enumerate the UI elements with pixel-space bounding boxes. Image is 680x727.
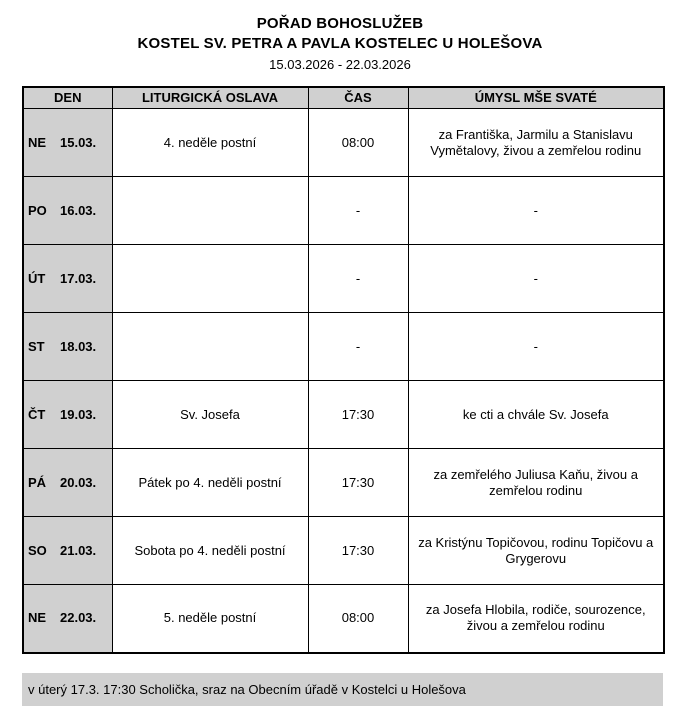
column-header-liturgicka-oslava: LITURGICKÁ OSLAVA — [111, 86, 309, 109]
page-title-line-1: POŘAD BOHOSLUŽEB — [256, 15, 424, 32]
table-row: NE 15.03. 4. neděle postní 08:00 za Frant… — [22, 108, 665, 177]
schedule-table-head: DEN LITURGICKÁ OSLAVA ČAS ÚMYSL MŠE SVAT… — [22, 86, 665, 109]
table-row: ST 18.03. - - — [22, 312, 665, 381]
cell-mass-intention: za zemřelého Juliusa Kaňu, živou a zemře… — [407, 448, 665, 517]
footer-note: v úterý 17.3. 17:30 Scholička, sraz na O… — [22, 673, 663, 706]
cell-day: NE 22.03. — [22, 584, 113, 653]
cell-mass-intention: za Kristýnu Topičovou, rodinu Topičovu a… — [407, 516, 665, 585]
cell-liturgical-celebration — [111, 176, 309, 245]
date-range: 15.03.2026 - 22.03.2026 — [269, 57, 411, 72]
cell-time: 08:00 — [307, 584, 409, 653]
day-date: 16.03. — [60, 202, 97, 218]
cell-liturgical-celebration: Pátek po 4. neděli postní — [111, 448, 309, 517]
column-header-den: DEN — [22, 86, 113, 109]
cell-mass-intention: za Františka, Jarmilu a Stanislavu Vymět… — [407, 108, 665, 177]
day-abbreviation: NE — [28, 610, 47, 626]
cell-time: 17:30 — [307, 448, 409, 517]
day-date: 22.03. — [60, 610, 97, 626]
cell-day: ÚT 17.03. — [22, 244, 113, 313]
document-heading: POŘAD BOHOSLUŽEB KOSTEL SV. PETRA A PAVL… — [0, 0, 680, 75]
cell-liturgical-celebration: 5. neděle postní — [111, 584, 309, 653]
cell-time: - — [307, 244, 409, 313]
cell-mass-intention: - — [407, 312, 665, 381]
table-row: PO 16.03. - - — [22, 176, 665, 245]
table-row: ČT 19.03. Sv. Josefa 17:30 ke cti a chvál… — [22, 380, 665, 449]
cell-time: 08:00 — [307, 108, 409, 177]
column-header-cas: ČAS — [307, 86, 409, 109]
cell-day: NE 15.03. — [22, 108, 113, 177]
cell-mass-intention: - — [407, 244, 665, 313]
cell-liturgical-celebration — [111, 244, 309, 313]
schedule-table-container: DEN LITURGICKÁ OSLAVA ČAS ÚMYSL MŠE SVAT… — [22, 86, 665, 654]
day-abbreviation: ÚT — [28, 270, 46, 286]
day-date: 15.03. — [60, 134, 97, 150]
page-title-line-2: KOSTEL SV. PETRA A PAVLA KOSTELEC U HOLE… — [137, 35, 543, 52]
table-row: PÁ 20.03. Pátek po 4. neděli postní 17:30… — [22, 448, 665, 517]
day-date: 17.03. — [60, 270, 97, 286]
cell-day: ST 18.03. — [22, 312, 113, 381]
cell-time: 17:30 — [307, 380, 409, 449]
schedule-table-body: NE 15.03. 4. neděle postní 08:00 za Frant… — [22, 108, 665, 653]
cell-time: - — [307, 176, 409, 245]
cell-day: ČT 19.03. — [22, 380, 113, 449]
cell-liturgical-celebration: 4. neděle postní — [111, 108, 309, 177]
cell-liturgical-celebration: Sobota po 4. neděli postní — [111, 516, 309, 585]
day-date: 18.03. — [60, 338, 97, 354]
cell-time: - — [307, 312, 409, 381]
day-date: 21.03. — [60, 542, 97, 558]
footer-note-text: v úterý 17.3. 17:30 Scholička, sraz na O… — [28, 681, 466, 697]
table-row: SO 21.03. Sobota po 4. neděli postní 17:3… — [22, 516, 665, 585]
table-row: ÚT 17.03. - - — [22, 244, 665, 313]
day-abbreviation: PÁ — [28, 474, 47, 490]
day-abbreviation: ČT — [28, 406, 46, 422]
cell-day: PO 16.03. — [22, 176, 113, 245]
cell-day: PÁ 20.03. — [22, 448, 113, 517]
day-abbreviation: NE — [28, 134, 47, 150]
cell-mass-intention: - — [407, 176, 665, 245]
day-date: 19.03. — [60, 406, 97, 422]
day-abbreviation: SO — [28, 542, 47, 558]
day-date: 20.03. — [60, 474, 97, 490]
cell-day: SO 21.03. — [22, 516, 113, 585]
table-row: NE 22.03. 5. neděle postní 08:00 za Josef… — [22, 584, 665, 653]
cell-liturgical-celebration: Sv. Josefa — [111, 380, 309, 449]
schedule-table: DEN LITURGICKÁ OSLAVA ČAS ÚMYSL MŠE SVAT… — [22, 86, 665, 654]
column-header-umysl-mse-svate: ÚMYSL MŠE SVATÉ — [407, 86, 665, 109]
cell-liturgical-celebration — [111, 312, 309, 381]
cell-time: 17:30 — [307, 516, 409, 585]
cell-mass-intention: za Josefa Hlobila, rodiče, sourozence, ž… — [407, 584, 665, 653]
cell-mass-intention: ke cti a chvále Sv. Josefa — [407, 380, 665, 449]
day-abbreviation: PO — [28, 202, 47, 218]
day-abbreviation: ST — [28, 338, 45, 354]
table-header-row: DEN LITURGICKÁ OSLAVA ČAS ÚMYSL MŠE SVAT… — [22, 86, 665, 109]
